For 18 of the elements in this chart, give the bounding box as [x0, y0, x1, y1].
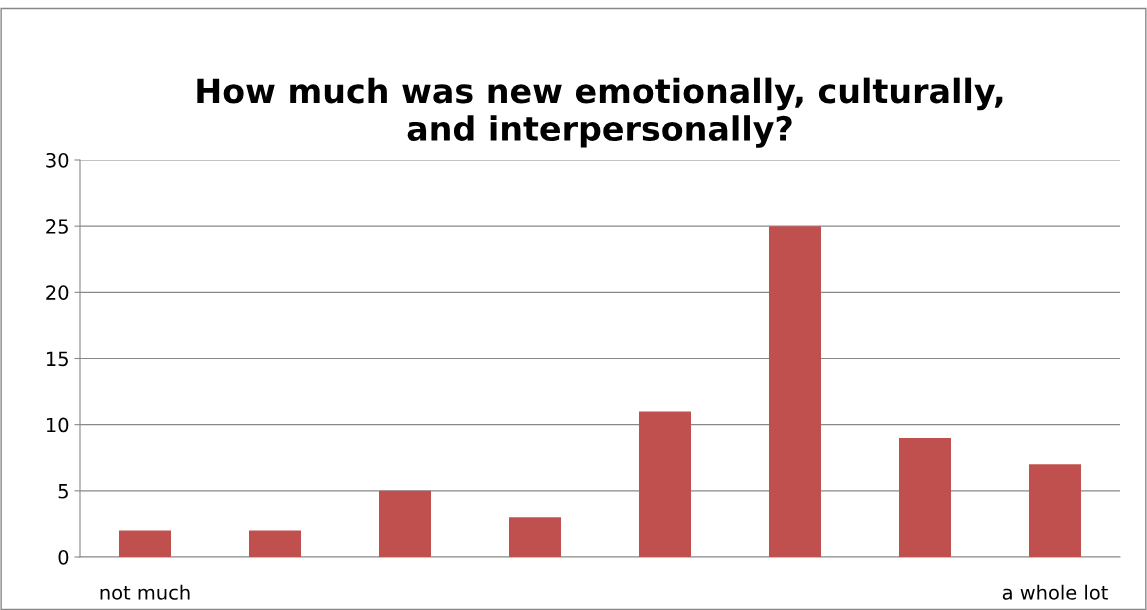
- y-tick-label: 20: [46, 285, 69, 300]
- x-tick-label: a whole lot: [1002, 584, 1108, 600]
- bar: [509, 517, 561, 557]
- bar: [249, 530, 301, 557]
- y-tick-label: 0: [58, 549, 69, 565]
- y-tick-label: 10: [46, 417, 69, 433]
- chart-title: How much was new emotionally, culturally, and interpersonally?: [197, 77, 1003, 148]
- y-tick-label: 25: [46, 219, 68, 234]
- y-tick-label: 30: [46, 152, 69, 168]
- bar: [119, 530, 171, 557]
- bar: [1029, 464, 1081, 557]
- y-tick-label: 15: [46, 351, 68, 367]
- bar: [639, 411, 691, 557]
- bar: [769, 226, 821, 557]
- y-tick-label: 5: [58, 484, 68, 499]
- x-tick-label: not much: [100, 584, 190, 600]
- bar: [899, 437, 951, 557]
- bar: [379, 490, 431, 557]
